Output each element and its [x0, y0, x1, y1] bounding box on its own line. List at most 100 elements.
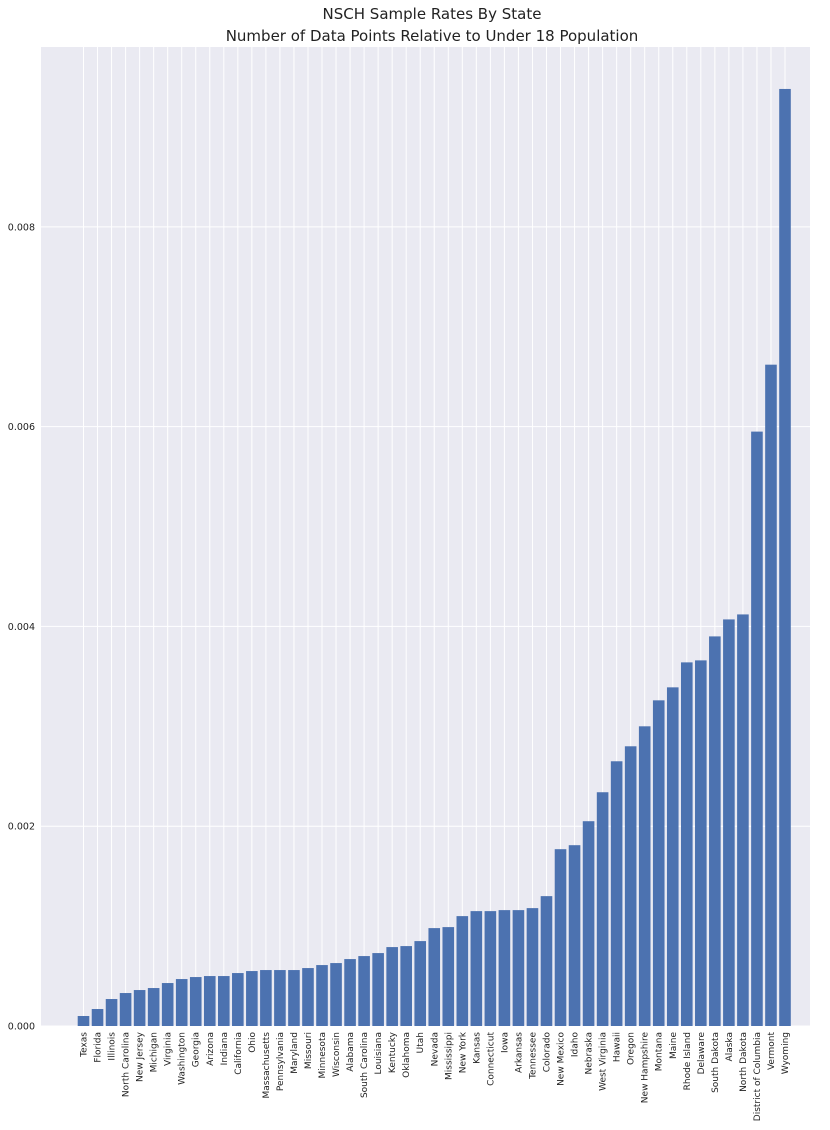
x-tick-label: Oklahoma — [402, 1032, 412, 1078]
x-tick-label: Louisiana — [374, 1032, 384, 1075]
x-tick-label: Alabama — [346, 1032, 356, 1072]
bar-south-carolina — [358, 956, 370, 1026]
bar-new-mexico — [554, 849, 567, 1026]
x-tick-label: Illinois — [108, 1032, 118, 1061]
bar-hawaii — [610, 761, 623, 1026]
x-tick-label: Washington — [178, 1032, 188, 1085]
bar-wyoming — [779, 88, 791, 1026]
bar-nebraska — [582, 821, 595, 1026]
x-tick-label: Wisconsin — [332, 1032, 342, 1077]
bar-rhode-island — [680, 662, 693, 1026]
x-tick-label: Oregon — [627, 1032, 637, 1065]
bar-maine — [666, 687, 679, 1026]
bar-oregon — [624, 746, 637, 1026]
x-tick-label: Kentucky — [388, 1031, 398, 1073]
x-tick-label: South Carolina — [360, 1032, 370, 1098]
x-tick-label: Rhode Island — [683, 1032, 693, 1090]
y-tick-label: 0.000 — [8, 1022, 35, 1033]
bar-idaho — [568, 845, 581, 1026]
x-tick-label: Maine — [669, 1032, 679, 1059]
bar-tennessee — [526, 908, 539, 1026]
chart-title: NSCH Sample Rates By State — [323, 5, 542, 23]
x-tick-label: Maryland — [290, 1032, 300, 1074]
x-tick-label: Connecticut — [486, 1032, 496, 1086]
x-tick-label: Idaho — [571, 1032, 581, 1058]
x-tick-label: New Hampshire — [641, 1032, 651, 1104]
x-tick-label: New Jersey — [136, 1031, 146, 1082]
x-tick-label: Arizona — [206, 1032, 216, 1066]
x-tick-label: Indiana — [220, 1032, 230, 1065]
bar-arkansas — [512, 910, 525, 1026]
x-tick-label: Minnesota — [318, 1032, 328, 1078]
bar-louisiana — [372, 953, 384, 1026]
x-tick-label: Nevada — [430, 1032, 440, 1066]
bar-maryland — [288, 970, 300, 1026]
bars — [77, 88, 791, 1026]
bar-nevada — [428, 928, 441, 1026]
x-tick-label: District of Columbia — [753, 1032, 763, 1121]
y-tick-label: 0.008 — [8, 222, 35, 233]
x-tick-label: West Virginia — [599, 1032, 609, 1091]
bar-district-of-columbia — [751, 431, 763, 1026]
x-tick-label: Tennessee — [528, 1032, 538, 1080]
bar-alabama — [344, 959, 356, 1026]
x-tick-label: Michigan — [150, 1032, 160, 1072]
x-tick-label: Georgia — [192, 1032, 202, 1067]
x-tick-label: Iowa — [500, 1032, 510, 1053]
bar-delaware — [695, 660, 707, 1026]
x-tick-label: North Dakota — [739, 1032, 749, 1092]
bar-oklahoma — [400, 946, 412, 1026]
x-tick-label: New Mexico — [557, 1032, 567, 1086]
bar-indiana — [218, 976, 230, 1026]
bar-alaska — [723, 619, 735, 1026]
bar-texas — [77, 1016, 90, 1026]
x-tick-label: Colorado — [542, 1032, 552, 1073]
bar-new-jersey — [133, 990, 146, 1026]
x-tick-label: Kansas — [472, 1032, 482, 1064]
bar-colorado — [540, 896, 553, 1026]
y-tick-label: 0.004 — [8, 622, 35, 633]
bar-mississippi — [442, 927, 455, 1026]
x-tick-label: Arkansas — [514, 1032, 524, 1073]
x-tick-label: Wyoming — [781, 1032, 791, 1074]
bar-michigan — [147, 988, 160, 1026]
bar-pennsylvania — [274, 970, 286, 1026]
bar-montana — [652, 700, 665, 1026]
x-tick-label: Ohio — [248, 1032, 258, 1053]
y-tick-label: 0.002 — [8, 822, 35, 833]
bar-south-dakota — [709, 636, 721, 1026]
y-tick-label: 0.006 — [8, 422, 35, 433]
x-axis-ticks: Texas Florida Illinois North Carolina New Je… — [80, 1031, 792, 1121]
bar-missouri — [302, 968, 314, 1026]
x-tick-label: South Dakota — [711, 1032, 721, 1093]
bar-iowa — [498, 910, 511, 1026]
bar-arizona — [203, 976, 216, 1026]
bar-ohio — [246, 971, 258, 1026]
bar-virginia — [161, 983, 174, 1026]
x-tick-label: Vermont — [767, 1032, 777, 1071]
bar-north-dakota — [737, 614, 749, 1026]
x-tick-label: Texas — [80, 1032, 90, 1058]
bar-new-york — [456, 916, 469, 1026]
bar-new-hampshire — [638, 726, 651, 1026]
bar-wisconsin — [330, 963, 342, 1026]
y-axis-ticks: 0.000 0.002 0.004 0.006 0.008 — [8, 222, 35, 1032]
x-tick-label: Massachusetts — [262, 1032, 272, 1099]
bar-massachusetts — [260, 970, 272, 1026]
x-tick-label: Delaware — [697, 1032, 707, 1075]
bar-north-carolina — [119, 993, 132, 1026]
plot-background — [41, 47, 810, 1026]
x-tick-label: Montana — [655, 1032, 665, 1071]
x-tick-label: Virginia — [164, 1032, 174, 1066]
x-tick-label: California — [234, 1032, 244, 1075]
x-tick-label: Nebraska — [585, 1032, 595, 1074]
x-tick-label: Pennsylvania — [276, 1032, 286, 1091]
bar-kentucky — [386, 947, 398, 1026]
x-tick-label: Utah — [416, 1032, 426, 1053]
x-tick-label: Missouri — [304, 1032, 314, 1069]
x-tick-label: New York — [458, 1031, 468, 1073]
x-tick-label: Florida — [94, 1032, 104, 1063]
bar-florida — [91, 1009, 104, 1026]
